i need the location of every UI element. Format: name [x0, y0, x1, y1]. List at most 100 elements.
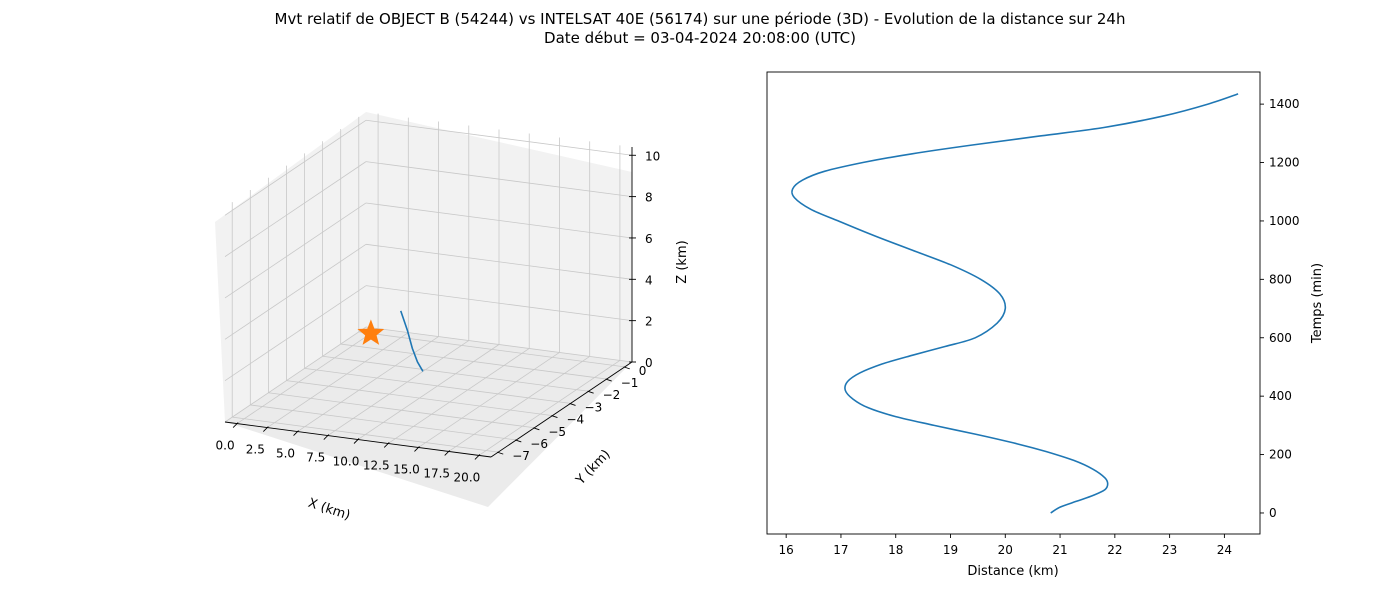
grid-line-z	[365, 119, 633, 156]
grid-line-y	[358, 331, 625, 368]
distance-tick-label: 23	[1162, 543, 1177, 557]
grid-line-z	[365, 326, 633, 363]
distance-tick-label: 22	[1107, 543, 1122, 557]
ticks-3d: 0.0 2.5 5.0 7.5 10.0 12.5 15.0 17.5 20.00−1−2−3−…	[216, 149, 661, 484]
x-tick-label: 17.5	[423, 466, 450, 480]
grid-line-x	[236, 328, 379, 424]
grid-line-x	[478, 360, 621, 456]
reference-star-marker	[357, 319, 385, 345]
trajectory-line	[399, 310, 424, 372]
z-tick-label: 0	[645, 356, 653, 370]
x-tick	[414, 446, 420, 452]
y-axis-line	[490, 361, 633, 458]
x-tick	[293, 430, 299, 436]
time-tick-label: 800	[1269, 272, 1292, 286]
x-tick-label: 12.5	[363, 458, 390, 472]
y-tick	[515, 439, 522, 443]
grid-line-x	[448, 356, 590, 452]
y-tick	[623, 366, 630, 370]
time-tick-label: 600	[1269, 331, 1292, 345]
distance-tick-label: 19	[943, 543, 958, 557]
time-tick-label: 1200	[1269, 156, 1300, 170]
time-tick-label: 1400	[1269, 97, 1300, 111]
x-tick-label: 2.5	[246, 443, 265, 457]
x-tick-label: 7.5	[306, 451, 325, 465]
grid-line-y	[322, 355, 589, 392]
grid-line-z	[365, 202, 633, 239]
x-tick	[444, 450, 451, 456]
distance-tick-label: 18	[888, 543, 903, 557]
series-2d	[791, 93, 1239, 514]
z-tick-label: 10	[645, 149, 660, 163]
grid-line-y	[250, 404, 517, 441]
x-tick-label: 15.0	[393, 462, 420, 476]
x-tick	[383, 442, 390, 448]
grid-line-z	[224, 285, 367, 381]
pane-back-left	[215, 112, 366, 422]
grid-3d	[224, 113, 633, 456]
y-tick	[533, 427, 540, 431]
figure-title: Mvt relatif de OBJECT B (54244) vs INTEL…	[0, 10, 1400, 48]
time-axis-label: Temps (min)	[1310, 263, 1325, 344]
z-axis-label: Z (km)	[675, 240, 690, 283]
time-tick-label: 400	[1269, 389, 1292, 403]
grid-line-z	[224, 243, 367, 340]
x-tick-label: 0.0	[216, 439, 235, 453]
time-tick-label: 0	[1269, 506, 1277, 520]
y-tick-label: −7	[512, 449, 530, 463]
x-tick	[232, 422, 239, 428]
figure-title-line1: Mvt relatif de OBJECT B (54244) vs INTEL…	[274, 10, 1126, 28]
y-tick-label: −6	[530, 437, 548, 451]
y-tick-label: −5	[548, 425, 566, 439]
distance-tick-label: 17	[833, 543, 848, 557]
z-tick-label: 2	[645, 315, 653, 329]
x-tick	[262, 426, 269, 432]
x-tick-label: 10.0	[333, 455, 360, 469]
grid-line-y	[268, 392, 535, 429]
x-tick	[353, 438, 360, 444]
z-tick-label: 6	[645, 232, 653, 246]
y-tick	[569, 402, 576, 406]
x-tick	[323, 434, 330, 440]
x-tick	[474, 454, 481, 460]
distance-tick-label: 21	[1052, 543, 1067, 557]
grid-line-z	[224, 119, 367, 216]
z-tick-label: 4	[645, 273, 653, 287]
z-tick-label: 8	[645, 191, 653, 205]
x-tick-label: 20.0	[454, 470, 481, 484]
y-tick-label: −3	[585, 400, 603, 414]
grid-line-z	[365, 243, 633, 280]
grid-line-y	[286, 380, 553, 416]
distance-tick-label: 16	[779, 543, 794, 557]
grid-line-z	[365, 161, 633, 198]
plot-frame	[766, 71, 1261, 535]
y-tick-label: −4	[566, 413, 584, 427]
ticks-2d: 16 17 18 19 20 21 22 23 24 0 200 400 600 800 1000 1200 1…	[779, 97, 1300, 557]
distance-series-line	[791, 93, 1239, 514]
y-tick-label: 0	[639, 364, 647, 378]
grid-line-x	[418, 352, 560, 448]
y-tick	[497, 451, 504, 455]
grid-line-x	[357, 344, 500, 440]
grid-line-z	[224, 326, 367, 423]
time-tick-label: 200	[1269, 448, 1292, 462]
y-tick-label: −2	[603, 388, 621, 402]
grid-line-x	[388, 348, 530, 444]
y-tick	[551, 415, 558, 419]
grid-line-z	[365, 285, 633, 322]
y-tick-label: −1	[621, 376, 639, 390]
y-tick	[587, 390, 594, 394]
grid-line-y	[340, 343, 607, 380]
grid-line-z	[224, 202, 367, 299]
figure-title-line2: Date début = 03-04-2024 20:08:00 (UTC)	[544, 29, 856, 47]
x-tick-label: 5.0	[276, 447, 295, 461]
distance-axis-label: Distance (km)	[967, 564, 1058, 579]
grid-line-x	[267, 332, 409, 428]
distance-tick-label: 20	[998, 543, 1013, 557]
series-3d	[357, 310, 424, 372]
grid-line-y	[232, 416, 499, 453]
y-tick	[605, 378, 612, 382]
time-tick-label: 1000	[1269, 214, 1300, 228]
